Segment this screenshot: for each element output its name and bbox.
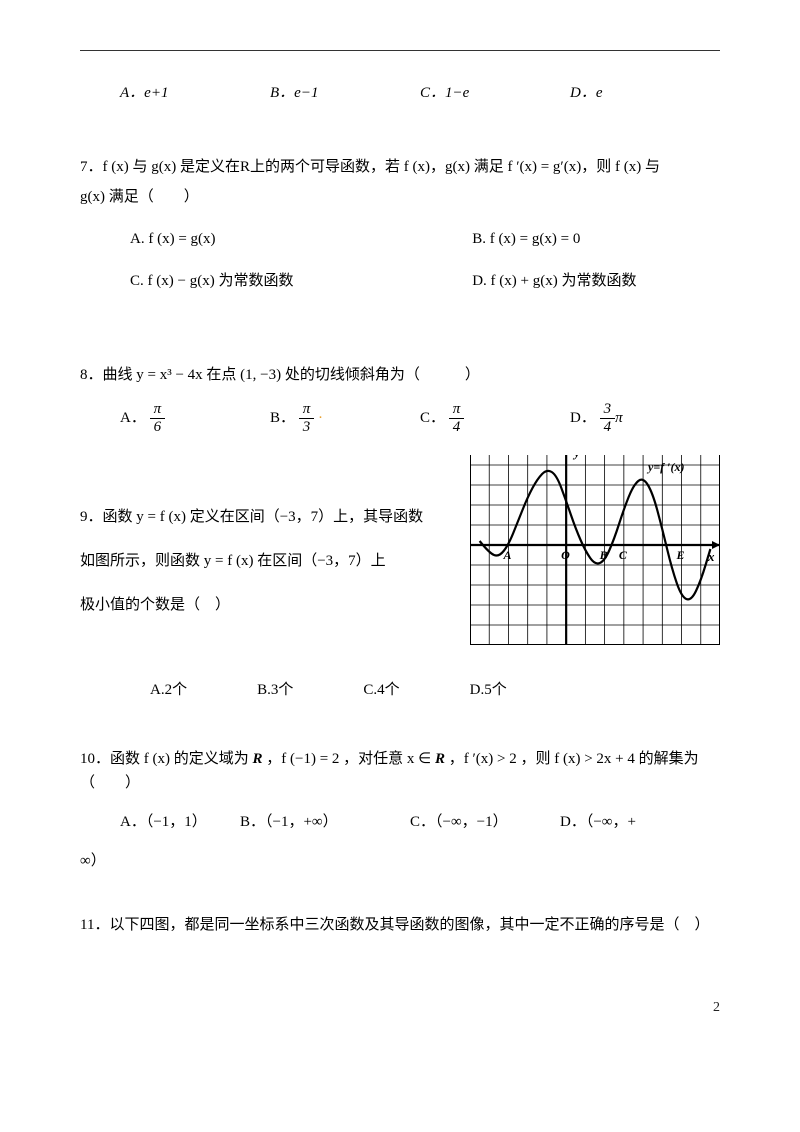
derivative-graph: y x y=f ′(x) A O BC E (470, 455, 720, 653)
page-number: 2 (80, 997, 720, 1019)
question-11: 11．以下四图，都是同一坐标系中三次函数及其导函数的图像，其中一定不正确的序号是… (80, 913, 720, 937)
q10-opt-c: C．（−∞，−1） (410, 810, 560, 834)
graph-svg: y x y=f ′(x) A O BC E (470, 455, 720, 645)
q7-opt-a: A. f (x) = g(x) (130, 227, 472, 251)
q8-stem: 8．曲线 y = x³ − 4x 在点 (1, −3) 处的切线倾斜角为（ ） (80, 363, 720, 387)
q10-stem: 10．函数 f (x) 的定义域为 R ，f (−1) = 2 ，对任意 x ∈… (80, 747, 720, 771)
q7-opt-c: C. f (x) − g(x) 为常数函数 (130, 269, 472, 293)
svg-text:y: y (572, 455, 580, 460)
svg-text:E: E (676, 548, 685, 562)
q10-opt-a: A．（−1，1） (120, 810, 240, 834)
q9-opt-a: A.2个 (150, 678, 187, 702)
q9-opt-c: C.4个 (363, 678, 399, 702)
question-7: 7．f (x) 与 g(x) 是定义在R上的两个可导函数，若 f (x)，g(x… (80, 155, 720, 293)
q10-opt-d: D．（−∞，+ (560, 810, 720, 834)
top-options-row: A．e+1 B．e−1 C．1−e D．e (80, 81, 720, 105)
q8-opt-c: C． π4 (420, 402, 570, 435)
question-10: 10．函数 f (x) 的定义域为 R ，f (−1) = 2 ，对任意 x ∈… (80, 747, 720, 873)
opt-b: B．e−1 (270, 81, 420, 105)
q7-opt-d: D. f (x) + g(x) 为常数函数 (472, 269, 720, 293)
q10-opt-b: B．（−1，+∞） (240, 810, 410, 834)
q7-opt-b: B. f (x) = g(x) = 0 (472, 227, 720, 251)
q8-opt-b: B． π3 · (270, 402, 420, 435)
q10-opt-d-cont: ∞） (80, 849, 720, 873)
svg-text:A: A (502, 548, 511, 562)
q11-stem: 11．以下四图，都是同一坐标系中三次函数及其导函数的图像，其中一定不正确的序号是… (80, 913, 720, 937)
q9-opt-b: B.3个 (257, 678, 293, 702)
svg-text:O: O (561, 548, 570, 562)
svg-text:x: x (707, 549, 715, 564)
opt-d: D．e (570, 81, 720, 105)
svg-text:C: C (619, 548, 628, 562)
q7-stem-line1: 7．f (x) 与 g(x) 是定义在R上的两个可导函数，若 f (x)，g(x… (80, 155, 720, 179)
opt-a: A．e+1 (120, 81, 270, 105)
svg-text:y=f ′(x): y=f ′(x) (646, 460, 685, 474)
opt-c: C．1−e (420, 81, 570, 105)
svg-text:B: B (599, 548, 608, 562)
q9-opt-d: D.5个 (470, 678, 507, 702)
q8-opt-a: A． π6 (120, 402, 270, 435)
question-9: yxy=f ′(x)AOBCE 9．函数 y = f (x) 定义在区间（−3，… (80, 455, 720, 717)
q7-stem-line2: g(x) 满足（ ） (80, 185, 720, 209)
question-8: 8．曲线 y = x³ − 4x 在点 (1, −3) 处的切线倾斜角为（ ） … (80, 363, 720, 435)
q10-paren: （ ） (80, 771, 720, 795)
q8-opt-d: D． 34π (570, 402, 720, 435)
